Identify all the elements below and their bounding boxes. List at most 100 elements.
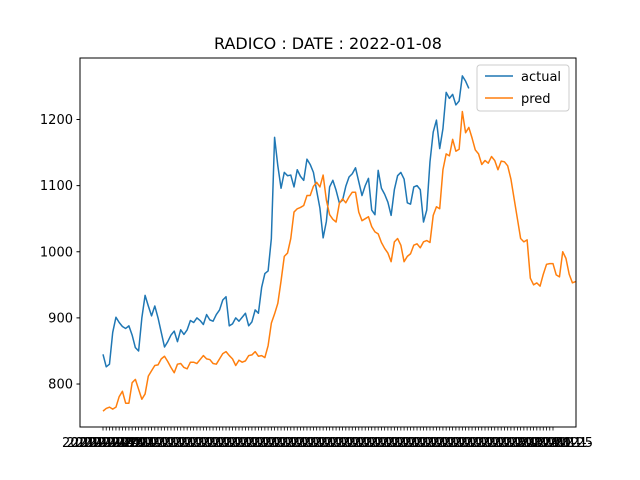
- x-tick-label: 2021-: [426, 436, 464, 451]
- x-tick-label: 2021-: [252, 436, 290, 451]
- plot-frame: [79, 57, 577, 428]
- x-tick-label: 2021-: [269, 436, 307, 451]
- x-tick-label: 2021-: [103, 436, 141, 451]
- plot-background: [80, 58, 576, 427]
- x-tick-label: 2021-: [291, 436, 329, 451]
- x-tick-label: 2021-: [76, 436, 114, 451]
- x-tick-label: 2021-: [185, 436, 223, 451]
- series-line-actual: [102, 75, 470, 368]
- x-tick-label: 2021-: [538, 436, 576, 451]
- y-tick-label: 1100: [40, 179, 73, 194]
- x-tick-label: 2021-: [196, 436, 234, 451]
- y-axis: 800 900 1000 1100 1200: [40, 113, 80, 393]
- x-tick-label: 2021-: [398, 436, 436, 451]
- x-tick-label: 2021-: [168, 436, 206, 451]
- x-tick-label: 2021-: [330, 436, 368, 451]
- x-tick-label: 2021-: [493, 436, 531, 451]
- chart-title: RADICO : DATE : 2022-01-08: [214, 34, 442, 53]
- x-tick-label: 2021-: [122, 436, 160, 451]
- x-tick-label: 2021-: [459, 436, 497, 451]
- x-tick-label: 2021-: [246, 436, 284, 451]
- x-tick-label: 2021-: [235, 436, 273, 451]
- x-tick-label: 2021-: [190, 436, 228, 451]
- x-tick-label: 2021-: [454, 436, 492, 451]
- x-tick-label: 2021-: [381, 436, 419, 451]
- x-tick-label: 2021-: [174, 436, 212, 451]
- x-tick-label: 2021-: [515, 436, 553, 451]
- x-tick-label: 2021-: [314, 436, 352, 451]
- x-tick-label: 2021-: [358, 436, 396, 451]
- x-tick-label: 2021-: [146, 436, 184, 451]
- x-tick-label: 2021-: [325, 436, 363, 451]
- x-tick-label: 2021-: [241, 436, 279, 451]
- y-tick-label: 800: [48, 378, 73, 393]
- x-tick-label: 2021-: [554, 436, 592, 451]
- x-tick-label: 2021-: [224, 436, 262, 451]
- series-lines: [102, 75, 576, 412]
- x-tick-label: 2021-: [476, 436, 514, 451]
- x-tick-label: 2021-: [123, 436, 161, 451]
- y-tick-label: 900: [48, 311, 73, 326]
- x-tick-label: 2021-: [487, 436, 525, 451]
- x-tick-label: 2021-: [90, 436, 128, 451]
- x-tick-label: 2021-: [442, 436, 480, 451]
- x-tick-label: 2021-: [297, 436, 335, 451]
- x-tick-label: 2021-: [85, 436, 123, 451]
- x-tick-label: 2021-: [117, 436, 155, 451]
- x-tick-label: 2021-: [532, 436, 570, 451]
- x-tick-label: 2021-: [302, 436, 340, 451]
- x-tick-label: 2021-: [526, 436, 564, 451]
- x-tick-label: 2021-: [498, 436, 536, 451]
- x-tick-label: 2021-: [386, 436, 424, 451]
- x-tick-label: 2021-: [67, 436, 105, 451]
- y-tick-label: 1200: [40, 113, 73, 128]
- x-tick-label: 2021-: [202, 436, 240, 451]
- x-tick-label: 2021-: [258, 436, 296, 451]
- legend: actual pred: [476, 64, 570, 112]
- x-tick-label: 2021-: [336, 436, 374, 451]
- x-tick-label: 2021-: [62, 436, 100, 451]
- x-tick-label: 2021-: [409, 436, 447, 451]
- x-tick-label: 2021-: [364, 436, 402, 451]
- x-tick-label: 2021-: [280, 436, 318, 451]
- x-tick-label: 2021-: [370, 436, 408, 451]
- x-tick-label: 2021-: [207, 436, 245, 451]
- x-tick-label: 2021-: [286, 436, 324, 451]
- x-tick-label: 2021-: [218, 436, 256, 451]
- x-tick-label: 2021-: [375, 436, 413, 451]
- x-tick-label: 2021-: [113, 436, 151, 451]
- x-tick-label: 2021-: [274, 436, 312, 451]
- x-tick-label: 2021-: [99, 436, 137, 451]
- x-tick-label: 2021-: [510, 436, 548, 451]
- y-tick-label: 1000: [40, 245, 73, 260]
- x-tick-label: 2021-: [470, 436, 508, 451]
- x-tick-label: 2021-: [94, 436, 132, 451]
- x-tick-label: 2021-: [263, 436, 301, 451]
- x-tick-label: 2021-: [162, 436, 200, 451]
- x-tick-label: 2021-: [347, 436, 385, 451]
- x-tick-label: 2021-: [549, 436, 587, 451]
- x-tick-label: 2021-: [308, 436, 346, 451]
- x-tick-label: 2021-: [392, 436, 430, 451]
- x-tick-label: 2021-: [134, 436, 172, 451]
- x-tick-label: 2021-: [403, 436, 441, 451]
- x-tick-label: 2021-: [543, 436, 581, 451]
- x-tick-label: 2021-: [437, 436, 475, 451]
- x-tick-label: 2021-: [448, 436, 486, 451]
- x-tick-label: 2021-: [151, 436, 189, 451]
- x-tick-label: 2021-: [118, 436, 156, 451]
- x-tick-label: 2021-: [353, 436, 391, 451]
- x-tick-label: 2021-: [465, 436, 503, 451]
- x-tick-label: 2021-: [431, 436, 469, 451]
- x-tick-label: 2021-: [112, 436, 150, 451]
- legend-label-actual: actual: [521, 70, 561, 85]
- x-tick-label: 2021-: [482, 436, 520, 451]
- x-tick-label: 2021-: [230, 436, 268, 451]
- x-tick-label: 2021-: [342, 436, 380, 451]
- x-tick-label: 2021-: [319, 436, 357, 451]
- x-tick-label: 2021-: [71, 436, 109, 451]
- x-tick-label: 2021-: [420, 436, 458, 451]
- x-axis: 2021-2021-2021-2021-2021-2021-2021-2021-…: [62, 427, 593, 451]
